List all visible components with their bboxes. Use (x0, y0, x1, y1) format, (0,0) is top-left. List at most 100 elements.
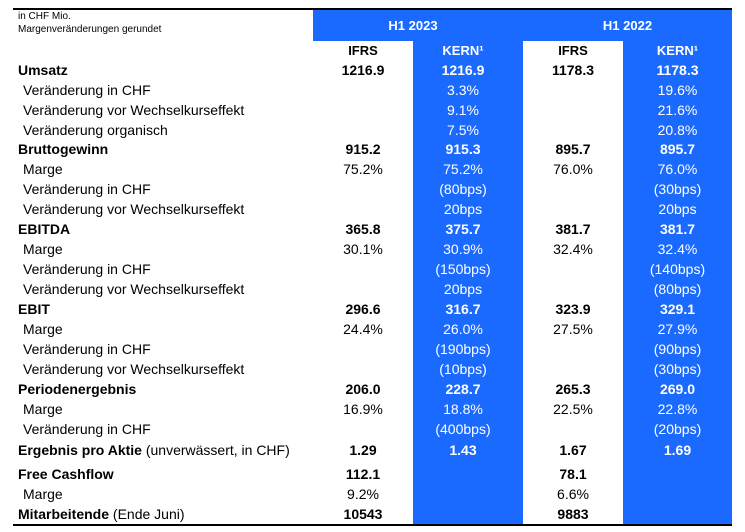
table-row: Veränderung vor Wechselkurseffekt 9.1% 21.… (13, 100, 732, 120)
row-label-text: Veränderung vor Wechselkurseffekt (23, 201, 245, 217)
cell-ifrs-2023: 112.1 (345, 466, 381, 482)
cell-ifrs-2023 (313, 80, 413, 100)
cell-kern-2023: 9.1% (447, 102, 479, 118)
cell-kern-2023: 7.5% (447, 122, 479, 138)
unit-note: in CHF Mio. (18, 11, 71, 22)
row-label-text: Veränderung in CHF (23, 341, 151, 357)
row-label: Veränderung in CHF (23, 339, 151, 359)
kern-column-2023 (413, 41, 513, 524)
header-band-h1-2023 (313, 10, 513, 41)
cell-ifrs-2023: 75.2% (343, 161, 383, 177)
cell-kern-2023 (413, 484, 513, 504)
header-band-h1-2022 (513, 10, 732, 41)
top-rule (13, 8, 732, 10)
cell-ifrs-2022: 265.3 (555, 381, 591, 397)
column-header-ifrs-2023: IFRS (348, 43, 378, 58)
table-row: Veränderung in CHF (190bps) (90bps) (13, 339, 732, 359)
cell-kern-2022: 27.9% (657, 321, 698, 337)
cell-ifrs-2023: 296.6 (345, 301, 381, 317)
row-label-text: Marge (23, 486, 63, 502)
row-label: Marge (23, 159, 63, 179)
row-label-text: Mitarbeitende (18, 506, 110, 522)
cell-ifrs-2023: 9.2% (347, 486, 379, 502)
row-label: Free Cashflow (18, 464, 114, 484)
table-row: Veränderung in CHF (80bps) (30bps) (13, 179, 732, 199)
table-row: Veränderung vor Wechselkurseffekt 20bps (8… (13, 279, 732, 299)
cell-kern-2023: 26.0% (443, 321, 483, 337)
cell-ifrs-2023 (313, 120, 413, 140)
cell-ifrs-2023 (313, 259, 413, 279)
cell-ifrs-2022: 895.7 (555, 141, 591, 157)
cell-kern-2023: 20bps (443, 281, 483, 297)
table-row: Periodenergebnis 206.0 228.7 265.3 269.0 (13, 379, 732, 399)
cell-kern-2023: 1216.9 (441, 62, 485, 78)
cell-kern-2023: (10bps) (439, 361, 487, 377)
table-row: Marge 9.2% 6.6% (13, 484, 732, 504)
cell-kern-2023 (413, 504, 513, 524)
table-row: Free Cashflow 112.1 78.1 (13, 464, 732, 484)
cell-ifrs-2023 (313, 339, 413, 359)
kern-column-2022 (623, 41, 732, 524)
cell-kern-2022 (623, 504, 732, 524)
row-label-text: Veränderung in CHF (23, 261, 151, 277)
row-label-text: Marge (23, 321, 63, 337)
cell-ifrs-2022 (523, 279, 623, 299)
cell-ifrs-2022 (523, 120, 623, 140)
table-row: Veränderung in CHF (150bps) (140bps) (13, 259, 732, 279)
cell-kern-2023: 316.7 (445, 301, 481, 317)
cell-kern-2023: 915.3 (445, 141, 481, 157)
group-header-h1-2023: H1 2023 (388, 17, 438, 33)
table-row: Marge 16.9% 18.8% 22.5% 22.8% (13, 399, 732, 419)
cell-kern-2023: (150bps) (435, 261, 491, 277)
cell-kern-2023: 375.7 (445, 221, 481, 237)
cell-ifrs-2022: 76.0% (553, 161, 593, 177)
group-header-h1-2022: H1 2022 (602, 17, 653, 33)
cell-kern-2022: (80bps) (653, 281, 702, 297)
cell-kern-2022 (623, 484, 732, 504)
row-label-text: Veränderung in CHF (23, 82, 151, 98)
cell-kern-2023: 18.8% (443, 401, 483, 417)
column-header-ifrs-2022: IFRS (558, 43, 588, 58)
cell-ifrs-2022 (523, 259, 623, 279)
cell-ifrs-2022: 78.1 (559, 466, 587, 482)
row-label-text: Veränderung in CHF (23, 181, 151, 197)
row-label-text: Veränderung vor Wechselkurseffekt (23, 281, 245, 297)
row-label: Veränderung in CHF (23, 419, 151, 439)
table-row: Ergebnis pro Aktie (unverwässert, in CHF… (13, 440, 732, 460)
cell-ifrs-2022 (523, 419, 623, 439)
cell-kern-2023: 20bps (443, 201, 483, 217)
cell-ifrs-2022: 381.7 (555, 221, 591, 237)
cell-kern-2023 (413, 464, 513, 484)
row-label-text: Marge (23, 161, 63, 177)
row-label: Veränderung vor Wechselkurseffekt (23, 279, 244, 299)
table-row: Veränderung organisch 7.5% 20.8% (13, 120, 732, 140)
row-label-text: Veränderung vor Wechselkurseffekt (23, 361, 245, 377)
row-label: EBIT (18, 299, 50, 319)
cell-kern-2022: (30bps) (653, 361, 702, 377)
rounding-note: Margenveränderungen gerundet (18, 24, 162, 35)
cell-ifrs-2022 (523, 179, 623, 199)
cell-ifrs-2022 (523, 100, 623, 120)
row-label-text: Umsatz (18, 62, 68, 78)
cell-ifrs-2023: 206.0 (345, 381, 381, 397)
row-label: Marge (23, 239, 63, 259)
table-row: EBIT 296.6 316.7 323.9 329.1 (13, 299, 732, 319)
row-label: Veränderung vor Wechselkurseffekt (23, 100, 244, 120)
row-label-suffix: (Ende Juni) (109, 506, 185, 522)
row-label: Veränderung organisch (23, 120, 168, 140)
row-label-text: Veränderung in CHF (23, 421, 151, 437)
row-label: Veränderung in CHF (23, 259, 151, 279)
cell-ifrs-2022: 1178.3 (551, 62, 595, 78)
cell-ifrs-2023: 10543 (343, 506, 383, 522)
row-label-text: EBIT (18, 301, 50, 317)
cell-kern-2022: 21.6% (657, 102, 698, 118)
row-label: Veränderung vor Wechselkurseffekt (23, 359, 244, 379)
cell-ifrs-2022: 323.9 (555, 301, 591, 317)
cell-kern-2022: 1.69 (663, 442, 692, 458)
row-label-suffix: (unverwässert, in CHF) (141, 442, 290, 458)
table-row: Veränderung in CHF 3.3% 19.6% (13, 80, 732, 100)
cell-ifrs-2023 (313, 419, 413, 439)
row-label: Marge (23, 319, 63, 339)
cell-kern-2022: 381.7 (659, 221, 696, 237)
table-row: Veränderung vor Wechselkurseffekt (10bps)… (13, 359, 732, 379)
